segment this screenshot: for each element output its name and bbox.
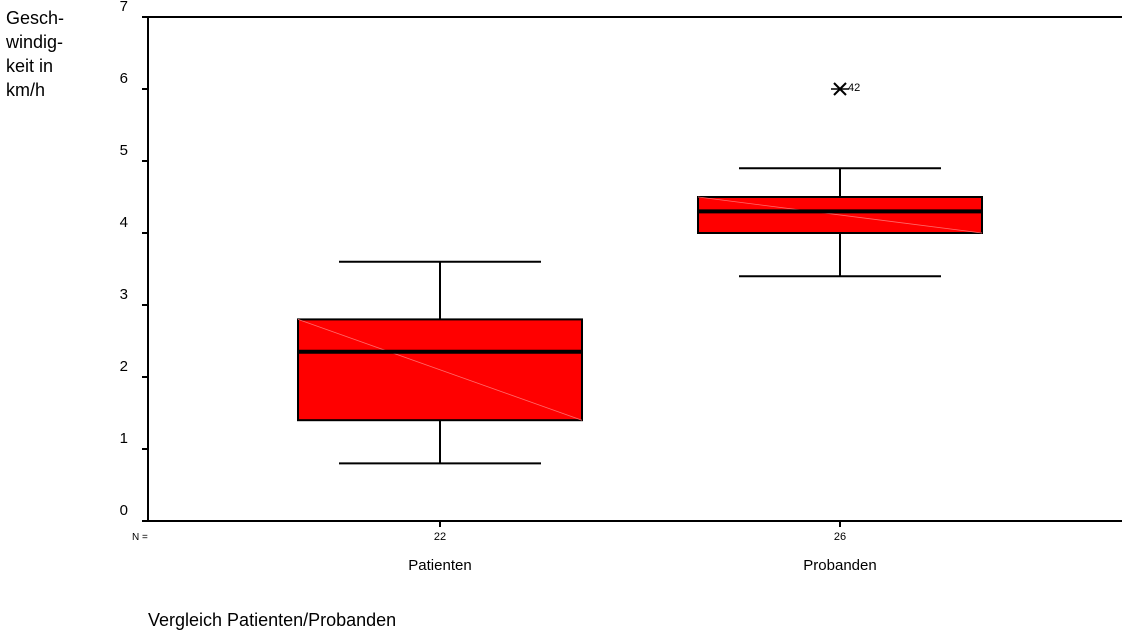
x-axis-title: Vergleich Patienten/Probanden — [148, 610, 397, 630]
y-tick-label: 7 — [120, 0, 128, 15]
y-tick-label: 4 — [120, 214, 128, 231]
box-probanden: 26 Probanden 42 — [697, 82, 983, 574]
n-label: N = — [132, 532, 148, 543]
y-tick-label: 0 — [120, 502, 128, 519]
box-shading-line — [697, 196, 983, 234]
x-tick-label: Patienten — [408, 557, 471, 574]
y-tick-label: 6 — [120, 70, 128, 87]
y-tick-label: 3 — [120, 286, 128, 303]
boxes: 22 Patienten 26 Probanden 42 — [297, 82, 983, 574]
y-tick-label: 5 — [120, 142, 128, 159]
outlier-marker: 42 — [831, 82, 860, 96]
outlier-label: 42 — [848, 82, 860, 94]
y-axis-label: Gesch- windig- keit in km/h — [6, 8, 65, 100]
y-tick-label: 2 — [120, 358, 128, 375]
axes: 0 1 2 3 4 5 6 7 N = — [120, 0, 1122, 543]
n-count: 22 — [434, 531, 446, 543]
box-patienten: 22 Patienten — [297, 260, 583, 574]
y-tick-label: 1 — [120, 430, 128, 447]
n-count: 26 — [834, 531, 846, 543]
x-tick-label: Probanden — [803, 557, 876, 574]
box-shading-line — [297, 319, 583, 421]
